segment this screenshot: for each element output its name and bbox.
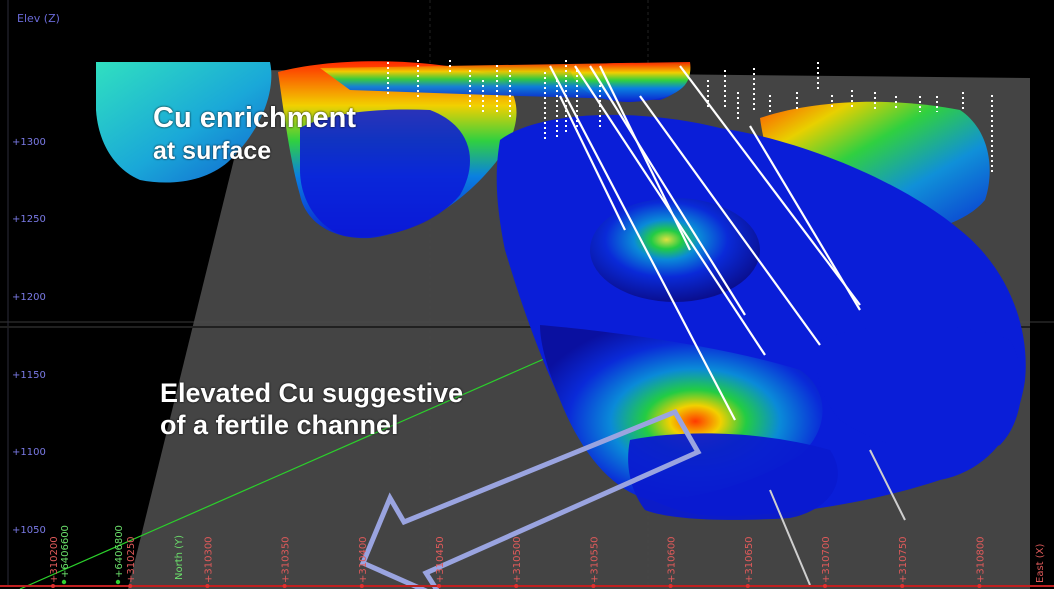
north-axis-label: North (Y): [174, 535, 185, 580]
easting-tick-label: +310700: [821, 536, 832, 583]
easting-tick-label: +310800: [975, 536, 986, 583]
easting-tick-label: +310250: [126, 536, 137, 583]
easting-tick-label: +310550: [589, 536, 600, 583]
elevation-tick-label: +1200: [12, 292, 46, 303]
elevation-tick-label: +1150: [12, 370, 46, 381]
annotation-line: at surface: [153, 136, 272, 165]
cu-grade-shell: [96, 62, 272, 183]
cu-grade-shell: [590, 198, 760, 302]
east-axis-label: East (X): [1035, 543, 1046, 583]
cu-grade-shell: [300, 109, 470, 237]
easting-tick-label: +310400: [358, 536, 369, 583]
easting-tick-label: +310750: [898, 536, 909, 583]
elevation-tick-label: +1050: [12, 525, 46, 536]
annotation-line: Elevated Cu suggestive: [160, 378, 464, 408]
easting-tick-label: +310650: [744, 536, 755, 583]
cu-grade-shell: [816, 325, 1022, 453]
elevation-tick-label: +1300: [12, 137, 46, 148]
easting-tick-marks: [51, 584, 982, 588]
elevation-tick-label: +1100: [12, 447, 46, 458]
vertical-drillholes: [387, 60, 993, 175]
easting-tick-label: +310350: [281, 536, 292, 583]
drillhole-traces: [769, 449, 906, 586]
easting-tick-label: +310300: [203, 536, 214, 583]
cu-grade-shell: [570, 62, 690, 102]
cu-grade-shell: [628, 433, 838, 520]
northing-tick-label: +6406800: [114, 525, 125, 578]
drillhole-traces: [549, 65, 861, 421]
easting-tick-label: +310600: [667, 536, 678, 583]
surface-enrichment-annotation: Cu enrichment at surface: [153, 101, 356, 166]
easting-tick-label: +310200: [49, 536, 60, 583]
elevation-axis-title: Elev (Z): [17, 12, 60, 25]
annotation-line: Cu enrichment: [153, 102, 357, 134]
easting-tick-label: +310500: [512, 536, 523, 583]
annotation-line: of a fertile channel: [160, 410, 399, 441]
easting-tick-label: +310450: [435, 536, 446, 583]
direction-arrow: [359, 408, 702, 589]
fertile-channel-annotation: Elevated Cu suggestive of a fertile chan…: [160, 377, 463, 442]
north-axis-line: [19, 329, 611, 589]
elevation-tick-label: +1250: [12, 214, 46, 225]
northing-tick-label: +6406600: [60, 525, 71, 578]
